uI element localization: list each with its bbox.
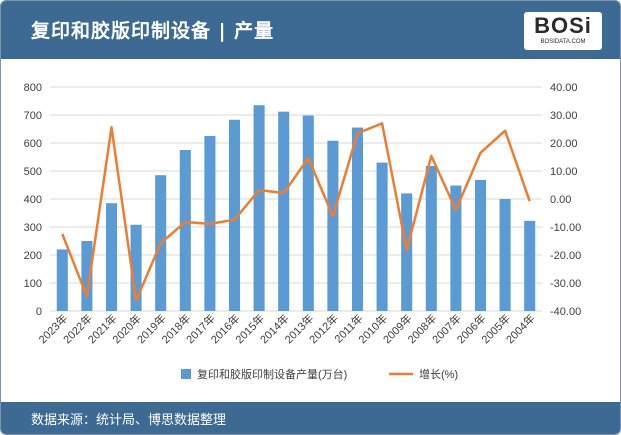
bar [105,203,118,311]
bar [376,162,388,311]
left-tick-label: 0 [36,306,42,318]
right-tick-label: 20.00 [550,138,578,150]
bar [56,249,68,311]
bar [228,119,241,311]
logo-text: BOSi [524,13,602,39]
bar [81,241,93,311]
left-tick-label: 100 [24,278,42,290]
right-tick-label: -30.00 [550,278,581,290]
right-tick-label: -10.00 [550,222,581,234]
bar [474,179,487,311]
bar [179,150,191,311]
growth-line [61,122,531,302]
right-tick-label: 10.00 [550,166,578,178]
left-tick-label: 500 [24,166,42,178]
bar [327,140,339,311]
legend-line-label: 增长(%) [419,367,458,381]
bar [401,193,413,311]
left-tick-label: 200 [24,250,42,262]
bar [302,115,314,311]
bar [499,199,511,311]
legend-bar-label: 复印和胶版印制设备产量(万台) [197,367,347,381]
header-bar: 复印和胶版印制设备 | 产量 BOSi BOSIDATA.COM [1,1,620,59]
page-title: 复印和胶版印制设备 | 产量 [31,20,275,42]
bar [524,220,536,311]
bar [450,185,462,311]
left-tick-label: 600 [24,138,42,150]
bar [425,165,437,311]
right-tick-label: 40.00 [550,82,578,94]
legend-bar-swatch [181,369,191,379]
bar [351,127,364,311]
logo-wordmark: BOSi [534,13,592,38]
data-source: 数据来源：统计局、博思数据整理 [31,413,227,428]
left-tick-label: 300 [24,222,42,234]
right-tick-label: 0.00 [550,194,571,206]
footer-bar: 数据来源：统计局、博思数据整理 [1,402,620,434]
left-tick-label: 700 [24,110,42,122]
right-tick-label: -20.00 [550,250,581,262]
bar [278,111,290,311]
left-tick-label: 800 [24,82,42,94]
chart-canvas: 0 100 200 300 400 500 600 700 800 -40.00 -30.00 -20… [24,82,582,381]
left-tick-label: 400 [24,194,42,206]
bar [130,224,142,311]
brand-logo: BOSi BOSIDATA.COM [524,12,602,50]
bar [253,105,265,311]
logo-subtitle: BOSIDATA.COM [540,39,586,45]
right-tick-label: 30.00 [550,110,578,122]
right-tick-label: -40.00 [550,306,581,318]
